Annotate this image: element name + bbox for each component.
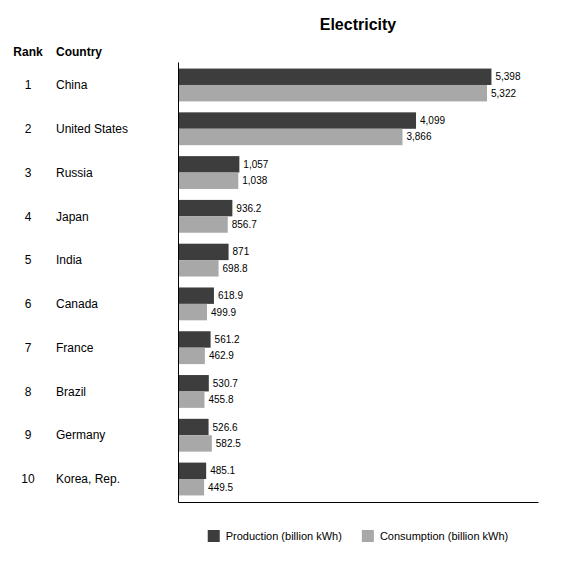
- bar: [178, 304, 207, 320]
- data-label: 4,099: [420, 115, 445, 126]
- x-axis-line: [179, 502, 539, 503]
- title: Electricity: [320, 16, 397, 33]
- data-label: 499.9: [211, 307, 236, 318]
- rank-label: 1: [25, 78, 32, 92]
- bar: [178, 260, 219, 276]
- bar: [178, 129, 402, 145]
- data-labels: 5,398 4,099 1,057 936.2 871 618.9 561.2 530.7 52…: [208, 71, 521, 492]
- bar: [178, 173, 238, 189]
- category-label: Germany: [56, 428, 105, 442]
- data-label: 3,866: [406, 131, 431, 142]
- rank-label: 7: [25, 341, 32, 355]
- rank-header: Rank: [13, 45, 43, 59]
- bar: [178, 287, 214, 303]
- bar: [178, 112, 416, 128]
- bar: [178, 244, 229, 260]
- data-label: 871: [233, 246, 250, 257]
- bar: [178, 435, 212, 451]
- legend-label: Production (billion kWh): [226, 530, 342, 542]
- plot: 5,398 4,099 1,057 936.2 871 618.9 561.2 530.7 52…: [178, 63, 539, 503]
- category-header: Country: [56, 45, 102, 59]
- category-label: Japan: [56, 210, 89, 224]
- bar: [178, 85, 487, 101]
- bars: [178, 69, 491, 496]
- bar: [178, 348, 205, 364]
- data-label: 526.6: [213, 422, 238, 433]
- data-label: 5,322: [491, 88, 516, 99]
- category-label: China: [56, 78, 88, 92]
- category-label: Russia: [56, 166, 93, 180]
- category-label: Canada: [56, 297, 98, 311]
- bar: [178, 463, 206, 479]
- category-label: Brazil: [56, 385, 86, 399]
- chart: 5,3984,0991,057936.2871618.9561.2530.752…: [0, 0, 572, 564]
- rank-label: 6: [25, 297, 32, 311]
- rank-label: 3: [25, 166, 32, 180]
- data-label: 5,398: [495, 71, 520, 82]
- bar: [178, 200, 232, 216]
- data-label: 582.5: [216, 438, 241, 449]
- rank-label: 4: [25, 210, 32, 224]
- rank-label: 9: [25, 428, 32, 442]
- row-labels: 1 2 3 4 5 6 7 8 9 10 China United States Russia Japan…: [21, 78, 128, 486]
- y-axis: [178, 63, 179, 503]
- data-label: 530.7: [213, 378, 238, 389]
- bar: [178, 69, 491, 85]
- data-label: 1,038: [242, 175, 267, 186]
- data-label: 856.7: [232, 219, 257, 230]
- data-label: 561.2: [215, 334, 240, 345]
- legend: Production (billion kWh) Consumption (bil…: [208, 530, 509, 542]
- rank-label: 2: [25, 122, 32, 136]
- bar: [178, 375, 209, 391]
- data-label: 462.9: [209, 350, 234, 361]
- data-label: 449.5: [208, 482, 233, 493]
- legend-swatch: [362, 530, 374, 542]
- bar: [178, 156, 239, 172]
- category-label: France: [56, 341, 94, 355]
- data-label: 618.9: [218, 290, 243, 301]
- legend-swatch: [208, 530, 220, 542]
- category-label: India: [56, 253, 82, 267]
- bar: [178, 391, 204, 407]
- bar: [178, 419, 209, 435]
- legend-item: Production (billion kWh): [208, 530, 342, 542]
- x-axis: [179, 502, 539, 503]
- bar: [178, 216, 228, 232]
- y-axis-line: [178, 63, 179, 503]
- rank-label: 8: [25, 385, 32, 399]
- data-label: 698.8: [223, 263, 248, 274]
- rank-label: 10: [21, 472, 35, 486]
- data-label: 485.1: [210, 465, 235, 476]
- bar: [178, 479, 204, 495]
- legend-item: Consumption (billion kWh): [362, 530, 508, 542]
- rank-label: 5: [25, 253, 32, 267]
- data-label: 1,057: [243, 159, 268, 170]
- category-label: Korea, Rep.: [56, 472, 120, 486]
- data-label: 455.8: [208, 394, 233, 405]
- legend-label: Consumption (billion kWh): [380, 530, 508, 542]
- data-label: 936.2: [236, 203, 261, 214]
- category-label: United States: [56, 122, 128, 136]
- bar: [178, 331, 211, 347]
